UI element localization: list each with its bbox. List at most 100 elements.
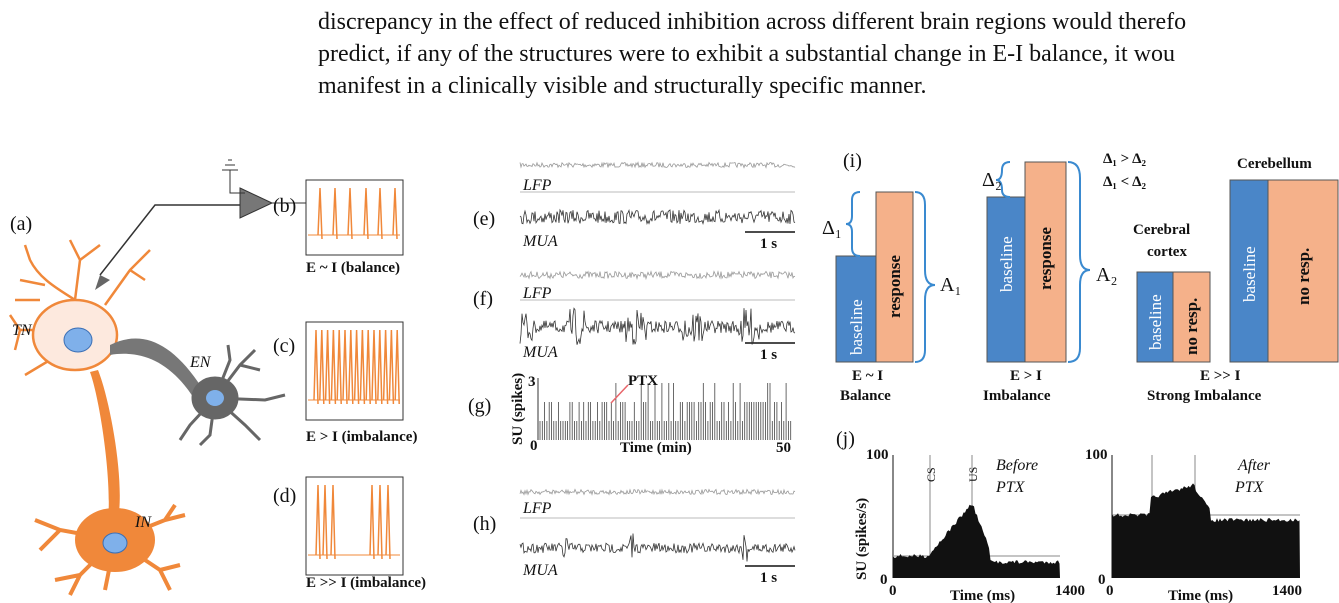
spike	[348, 329, 354, 405]
axis-label: SU (spikes)	[510, 373, 526, 445]
condition: Before	[996, 457, 1038, 474]
electrode-tip	[95, 275, 110, 290]
panel-label: (d)	[273, 485, 296, 507]
panel-label: (b)	[273, 195, 296, 217]
trace	[519, 307, 796, 345]
axis-label: Time (min)	[620, 440, 692, 456]
spike	[377, 187, 383, 240]
region-label: cortex	[1147, 244, 1187, 260]
tick-label: 0	[1106, 583, 1114, 599]
panel-label: (j)	[836, 428, 855, 450]
cell-label: IN	[134, 514, 152, 531]
trace-box	[305, 321, 404, 421]
nucleus	[102, 532, 128, 554]
trace-label: LFP	[522, 285, 552, 302]
scale-label: 1 s	[760, 236, 777, 252]
trace	[519, 488, 796, 496]
event-label: CS	[924, 467, 938, 482]
relation: Δ₁ < Δ₂	[1103, 174, 1147, 190]
trace	[519, 533, 796, 562]
bars	[835, 161, 1339, 363]
tick-label: 0	[1098, 572, 1106, 588]
group-label: E > I	[1010, 368, 1042, 384]
spike	[324, 329, 331, 405]
tick-label: 50	[776, 440, 791, 456]
group-label: Balance	[840, 388, 891, 404]
paragraph: discrepancy in the effect of reduced inh…	[318, 6, 1339, 102]
tick-label: 0	[530, 438, 538, 454]
arrow	[610, 384, 629, 404]
trace-box	[305, 179, 404, 256]
group-label: Strong Imbalance	[1147, 388, 1262, 404]
en-axon	[110, 338, 210, 400]
scale-label: 1 s	[760, 347, 777, 363]
spike	[347, 187, 353, 240]
trace-label: LFP	[522, 177, 552, 194]
spike	[382, 329, 389, 405]
spike	[385, 484, 391, 560]
group-label: Imbalance	[983, 388, 1051, 404]
tick-label: 100	[1085, 447, 1108, 463]
spike	[369, 484, 375, 560]
tick-label: 100	[866, 447, 889, 463]
group-label: E ~ I	[852, 368, 883, 384]
tick-label: 0	[880, 572, 888, 588]
group-label: E >> I	[1200, 368, 1241, 384]
bar-label: response	[885, 255, 904, 318]
in-axon	[90, 370, 120, 520]
brackets	[845, 161, 1091, 363]
trace-label: LFP	[522, 500, 552, 517]
region-label: Cerebral	[1133, 222, 1190, 238]
spike	[365, 329, 371, 405]
nucleus	[63, 327, 93, 353]
spike	[363, 187, 369, 240]
bar-label: baseline	[1240, 246, 1259, 302]
delta-label: Δ₁	[822, 217, 842, 239]
electrode-wire	[99, 204, 240, 276]
condition: PTX	[995, 479, 1026, 496]
spike	[322, 484, 328, 560]
scale-label: 1 s	[760, 570, 777, 586]
delta-label: Δ₂	[982, 169, 1002, 191]
panel-label: (c)	[273, 335, 295, 357]
spike	[315, 484, 321, 560]
trace-label: MUA	[522, 344, 558, 361]
histogram	[893, 504, 1060, 578]
panel-label: (a)	[10, 213, 32, 235]
caption: E > I (imbalance)	[306, 429, 417, 445]
paragraph-line: predict, if any of the structures were t…	[318, 41, 1176, 67]
axis-label: Time (ms)	[1168, 588, 1233, 603]
axis-label: SU (spikes/s)	[854, 498, 870, 580]
annotation: PTX	[628, 373, 658, 389]
histogram	[1112, 483, 1300, 578]
neuron-tn	[8, 239, 151, 377]
bar-label: no resp.	[1182, 298, 1201, 355]
bar-label: baseline	[1146, 294, 1165, 350]
spike	[371, 329, 377, 405]
paragraph-line: discrepancy in the effect of reduced inh…	[318, 9, 1187, 35]
bar-label: baseline	[997, 236, 1016, 292]
panel-label: (e)	[473, 208, 495, 230]
relation: Δ₁ > Δ₂	[1103, 151, 1147, 167]
caption: E >> I (imbalance)	[306, 575, 426, 591]
cell-label: TN	[12, 322, 33, 339]
trace	[519, 270, 796, 281]
trace	[519, 208, 796, 226]
spike	[388, 329, 395, 405]
tick-label: 1400	[1272, 583, 1302, 599]
spike	[332, 187, 338, 240]
tick-label: 3	[528, 374, 536, 390]
axis-label: Time (ms)	[950, 588, 1015, 603]
panel-label: (i)	[843, 150, 862, 172]
spike	[377, 484, 383, 560]
condition: PTX	[1234, 479, 1265, 496]
bar-label: baseline	[847, 299, 866, 355]
amp-label: A₁	[940, 274, 961, 296]
tick-label: 1400	[1055, 583, 1085, 599]
condition: After	[1237, 457, 1271, 474]
spike	[342, 329, 348, 405]
ground	[222, 159, 306, 204]
spike	[317, 187, 323, 240]
